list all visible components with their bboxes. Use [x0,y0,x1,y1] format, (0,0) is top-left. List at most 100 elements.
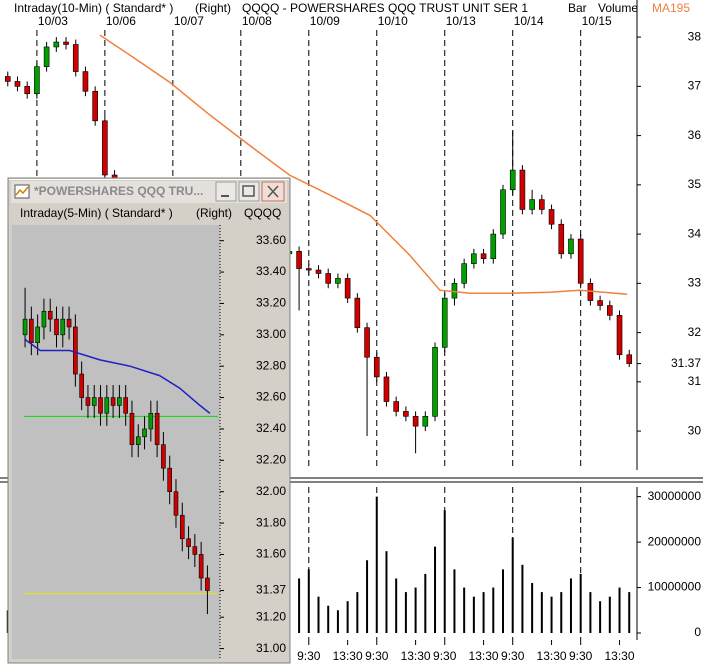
volume-bar [569,578,572,633]
volume-bar [298,578,301,633]
y-tick-label: 31.37 [256,583,286,597]
candle-body [325,273,332,284]
candle-body [79,373,84,398]
volume-bar [482,592,485,633]
candle-body [85,397,91,406]
candle-body [548,209,555,225]
x-tick-label: 13:30 [537,649,567,663]
y-tick-label: 32.80 [256,358,286,372]
candle-body [129,412,135,445]
x-tick-label: 13:30 [401,649,431,663]
volume-bar [453,569,456,633]
candle-body [509,169,516,191]
volume-bar [628,592,631,633]
candle-body [186,538,191,547]
x-tick-label: 13:30 [605,649,635,663]
volume-bar [492,587,495,633]
candle-body [91,397,97,406]
y-tick-label: 31 [688,374,702,388]
x-tick-label: 9:30 [501,649,525,663]
candle-body [102,120,108,176]
volume-bar [463,587,466,633]
date-label: 10/08 [242,14,272,28]
candle-body [82,71,89,92]
window-highlight [9,179,289,180]
y-tick-label: 33.00 [256,327,286,341]
y-tick-label: 33.60 [256,233,286,247]
candle-body [148,412,154,430]
candle-body [480,253,487,260]
candle-body [354,297,361,328]
candle-body [41,310,47,328]
close-button[interactable] [261,181,285,202]
date-label: 10/09 [310,14,340,28]
volume-bar [336,610,339,633]
y-tick-label: 31.20 [256,609,286,623]
candle-body [198,554,204,579]
chart-header: QQQQ - POWERSHARES QQQ TRUST UNIT SER 1 [242,1,528,15]
x-tick-label: 9:30 [569,649,593,663]
candle-body [315,269,322,274]
candle-body [626,354,633,364]
candle-body [173,491,179,516]
candle-body [179,514,185,540]
candle-body [539,199,545,210]
candle-body [616,315,623,356]
y-tick-label: 30000000 [648,489,702,503]
candle-body [72,44,79,72]
y-tick-label: 34 [688,226,702,240]
date-label: 10/13 [446,14,476,28]
candle-body [461,263,467,284]
candle-body [47,310,53,320]
candle-body [519,169,526,210]
maximize-button[interactable] [238,181,260,202]
minimize-button[interactable] [215,181,237,202]
volume-bar [550,596,553,633]
child-window[interactable]: *POWERSHARES QQQ TRU... Intraday(5-Min) … [7,177,291,664]
candle-body [373,356,380,378]
candle-body [104,397,110,414]
chart-header: (Right) [195,1,231,15]
candle-body [43,46,50,67]
candle-body [205,577,210,591]
candle-body [568,238,574,255]
date-label: 10/06 [106,14,136,28]
candle-body [422,416,429,427]
candle-body [73,326,78,375]
volume-bar [385,551,388,633]
plot-area [12,225,220,659]
y-tick-label: 36 [688,128,702,142]
candle-body [135,436,141,445]
volume-bar [346,601,349,633]
volume-bar [589,592,592,633]
y-tick-label: 31.37 [671,356,701,370]
date-label: 10/03 [38,14,68,28]
candle-body [490,233,497,260]
candle-body [607,305,613,316]
y-tick-label: 31.00 [256,641,286,655]
y-tick-label: 0 [694,625,701,639]
chart-header: Intraday(5-Min) ( Standard* ) [20,206,173,220]
volume-bar [356,592,359,633]
candle-body [66,318,72,328]
candle-body [597,300,603,306]
chart-header: QQQQ [244,206,281,220]
volume-bar [501,569,504,633]
candle-body [22,318,28,336]
volume-bar [511,537,514,633]
y-tick-label: 33.40 [256,264,286,278]
candle-body [34,66,40,95]
moving-average [99,34,628,295]
candle-body [167,467,172,493]
chart-header: (Right) [196,206,232,220]
y-tick-label: 35 [688,177,702,191]
ma-legend: MA195 [652,1,690,15]
window-icon [14,184,30,199]
candle-body [403,411,409,417]
volume-bar [404,592,407,633]
volume-bar [317,596,320,633]
candle-body [412,416,419,427]
volume-bar [366,560,369,633]
candle-body [4,76,11,82]
